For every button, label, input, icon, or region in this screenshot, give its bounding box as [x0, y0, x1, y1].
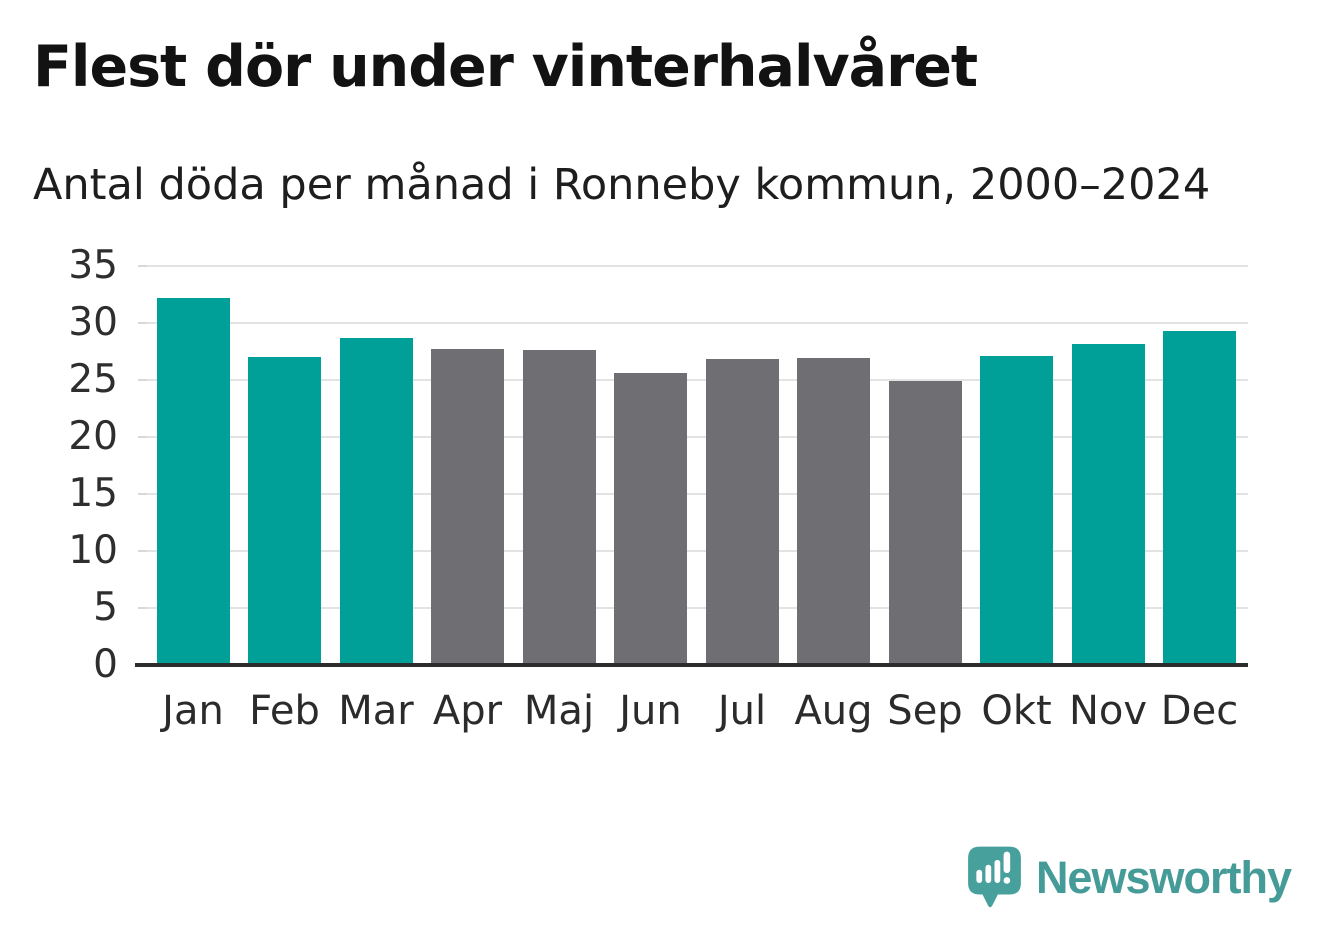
- x-axis-label-maj: Maj: [523, 688, 595, 734]
- x-axis-label-apr: Apr: [432, 688, 503, 734]
- chart-subtitle: Antal döda per månad i Ronneby kommun, 2…: [33, 160, 1211, 210]
- y-tick-10: [138, 550, 147, 552]
- bar-jun: [614, 373, 687, 665]
- bar-mar: [339, 337, 413, 665]
- gridline-5: [147, 607, 1248, 609]
- y-axis-label-25: 25: [68, 357, 118, 402]
- bar-aug: [797, 358, 870, 665]
- brand-name: Newsworthy: [1035, 852, 1292, 903]
- y-tick-25: [138, 379, 147, 381]
- y-tick-35: [138, 265, 147, 267]
- y-tick-30: [138, 322, 147, 324]
- bar-sep: [888, 381, 962, 665]
- x-axis-label-nov: Nov: [1068, 688, 1148, 734]
- brand-footer: Newsworthy: [966, 845, 1292, 911]
- bar-dec: [1163, 330, 1236, 665]
- gridline-20: [147, 436, 1248, 438]
- bar-maj: [522, 350, 596, 665]
- bar-jul: [705, 359, 779, 665]
- bar-jan: [156, 297, 230, 665]
- x-axis-label-mar: Mar: [338, 688, 414, 734]
- newsworthy-logo-icon: [966, 845, 1023, 911]
- x-axis-line: [135, 663, 1248, 667]
- bar-okt: [980, 356, 1053, 665]
- x-axis-label-dec: Dec: [1160, 688, 1239, 734]
- y-axis-label-5: 5: [93, 585, 118, 630]
- y-tick-20: [138, 436, 147, 438]
- y-tick-15: [138, 493, 147, 495]
- x-axis-label-jan: Jan: [162, 688, 224, 734]
- chart-title: Flest dör under vinterhalvåret: [33, 34, 978, 100]
- y-tick-5: [138, 607, 147, 609]
- gridline-30: [147, 322, 1248, 324]
- x-axis-label-feb: Feb: [249, 688, 320, 734]
- y-axis-label-20: 20: [68, 414, 118, 459]
- y-axis-label-15: 15: [68, 471, 118, 516]
- bar-apr: [431, 349, 504, 665]
- x-axis-label-jun: Jun: [619, 688, 682, 734]
- bar-nov: [1071, 343, 1145, 665]
- gridline-35: [147, 265, 1248, 267]
- y-axis-label-30: 30: [68, 300, 118, 345]
- gridline-10: [147, 550, 1248, 552]
- gridline-25: [147, 379, 1248, 381]
- y-axis-label-0: 0: [93, 642, 118, 687]
- x-axis-label-sep: Sep: [887, 688, 963, 734]
- bar-feb: [248, 357, 321, 665]
- y-axis-label-10: 10: [68, 528, 118, 573]
- x-axis-label-aug: Aug: [794, 688, 873, 734]
- x-axis-label-jul: Jul: [717, 688, 767, 734]
- x-axis-label-okt: Okt: [981, 688, 1052, 734]
- gridline-15: [147, 493, 1248, 495]
- y-axis-label-35: 35: [68, 243, 118, 288]
